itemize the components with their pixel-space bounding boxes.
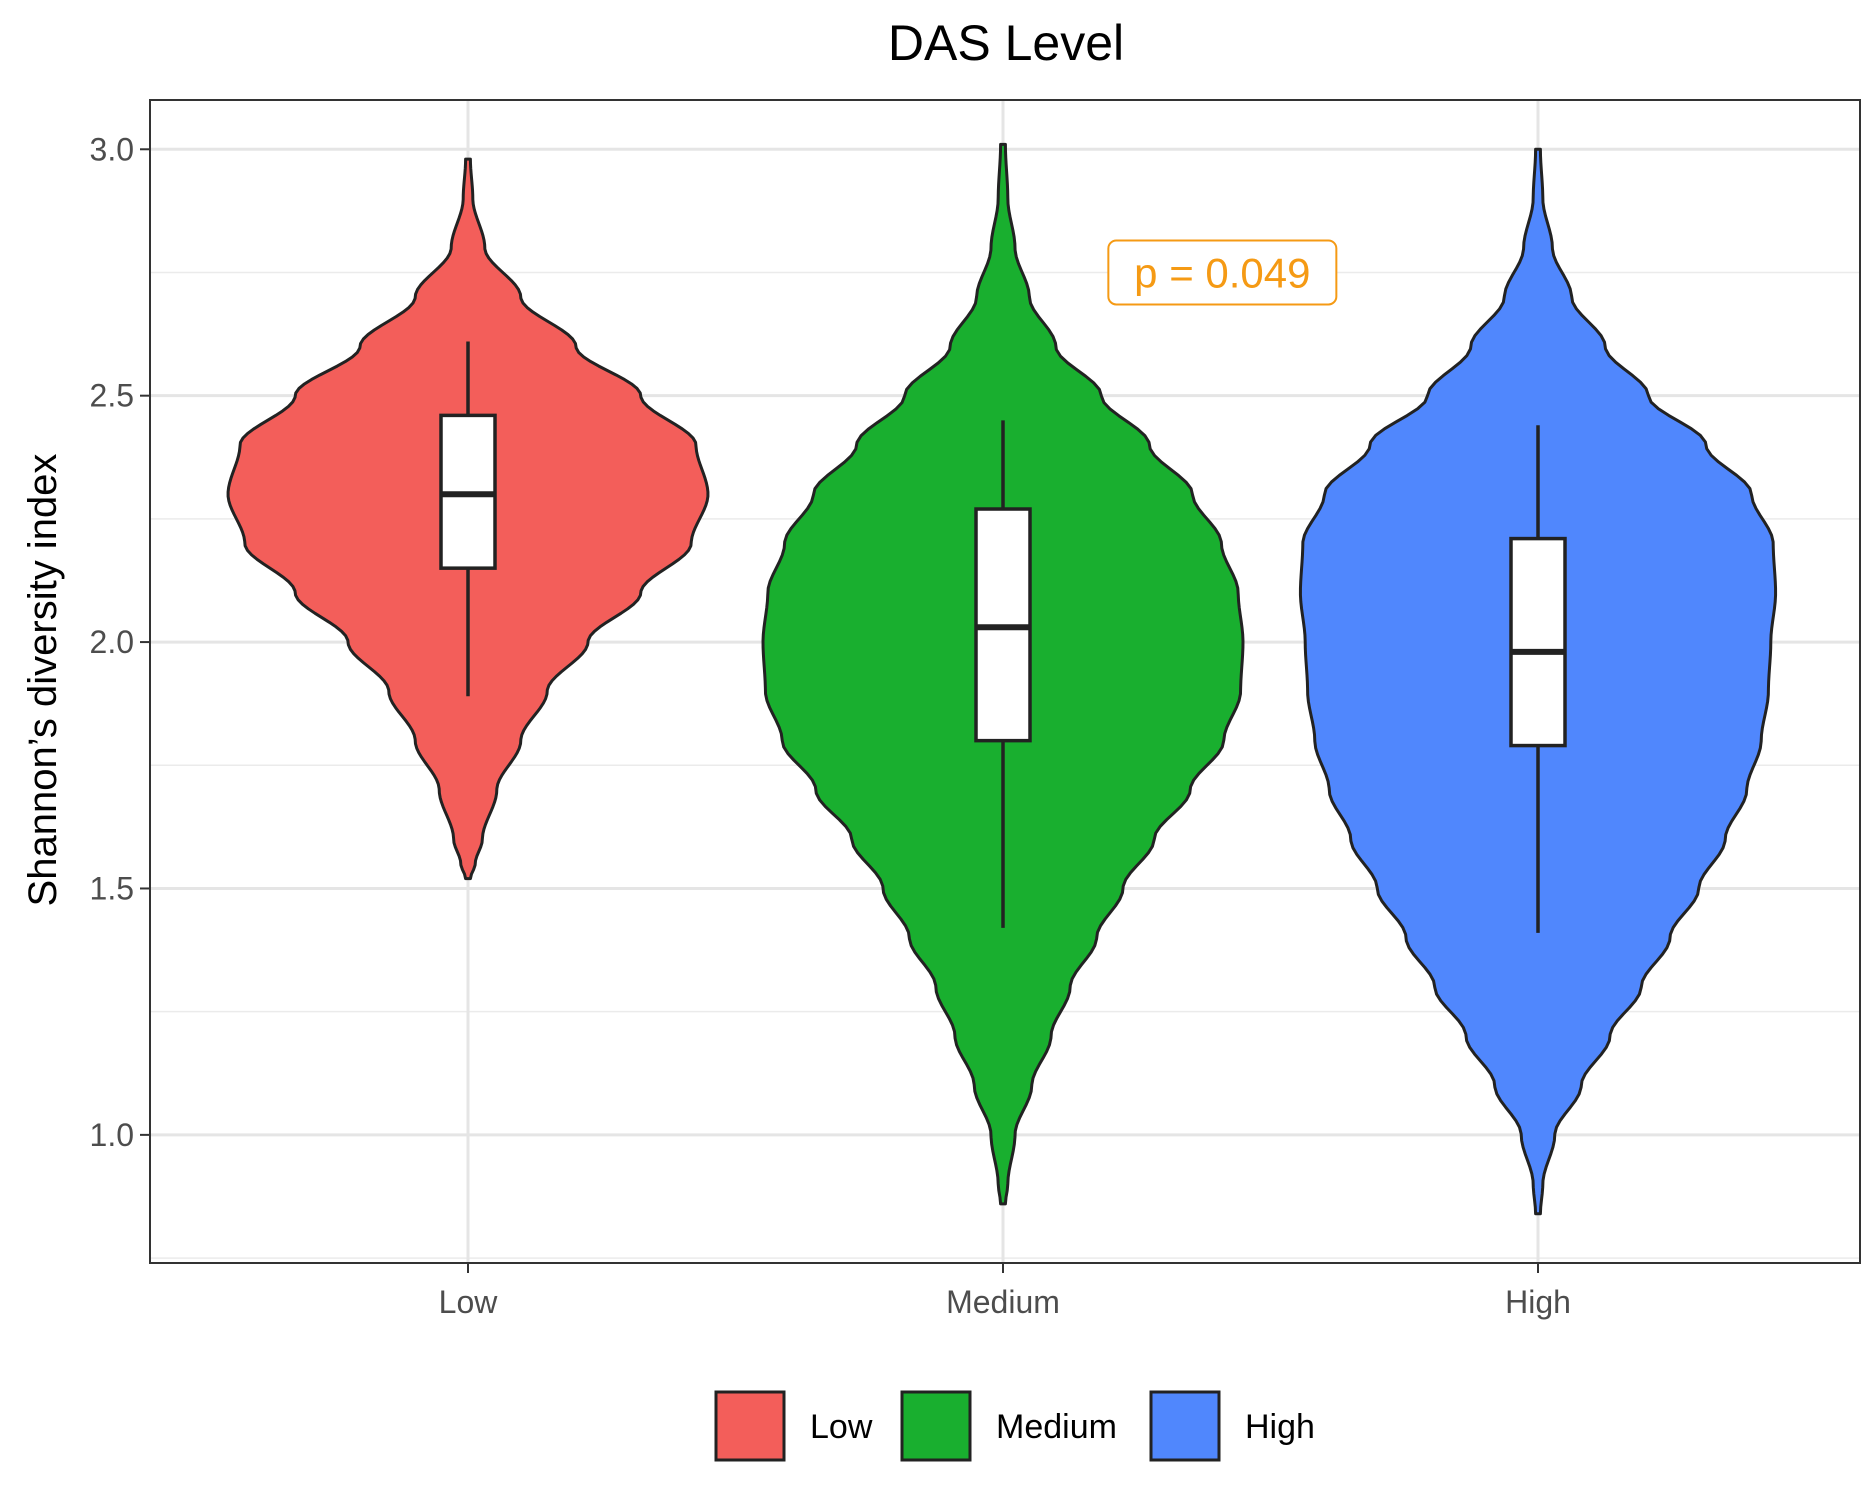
- x-tick-label: High: [1505, 1284, 1571, 1320]
- y-tick-label: 1.5: [90, 870, 134, 906]
- legend: Low Medium High: [714, 1390, 1315, 1462]
- annotations: p = 0.049: [1107, 239, 1338, 306]
- y-axis-label: Shannon’s diversity index: [21, 454, 65, 907]
- legend-label-low: Low: [810, 1408, 873, 1446]
- p-value-label: p = 0.049: [1134, 249, 1310, 296]
- legend-item-low: Low: [714, 1390, 873, 1462]
- plot-border: [149, 99, 1861, 1264]
- axes: 1.0 1.5 2.0 2.5 3.0 Low Medium High: [90, 131, 1571, 1320]
- chart-title: DAS Level: [888, 15, 1124, 71]
- legend-key-medium: [900, 1390, 972, 1462]
- boxplot-high: [1509, 425, 1567, 933]
- boxplot-low: [439, 341, 497, 697]
- y-tick-label: 1.0: [90, 1117, 134, 1153]
- legend-item-high: High: [1149, 1390, 1315, 1462]
- legend-key-low: [714, 1390, 786, 1462]
- legend-label-medium: Medium: [996, 1408, 1117, 1446]
- legend-item-medium: Medium: [900, 1390, 1117, 1462]
- x-tick-label: Low: [439, 1284, 499, 1320]
- legend-label-high: High: [1245, 1408, 1315, 1446]
- y-tick-label: 2.5: [90, 378, 134, 414]
- boxplots: [439, 341, 1567, 933]
- iqr-box: [1509, 536, 1567, 748]
- x-tick-label: Medium: [946, 1284, 1060, 1320]
- y-tick-label: 3.0: [90, 131, 134, 167]
- p-value-label-box: [1107, 239, 1338, 306]
- y-tick-label: 2.0: [90, 624, 134, 660]
- boxplot-medium: [974, 420, 1032, 928]
- legend-key-high: [1149, 1390, 1221, 1462]
